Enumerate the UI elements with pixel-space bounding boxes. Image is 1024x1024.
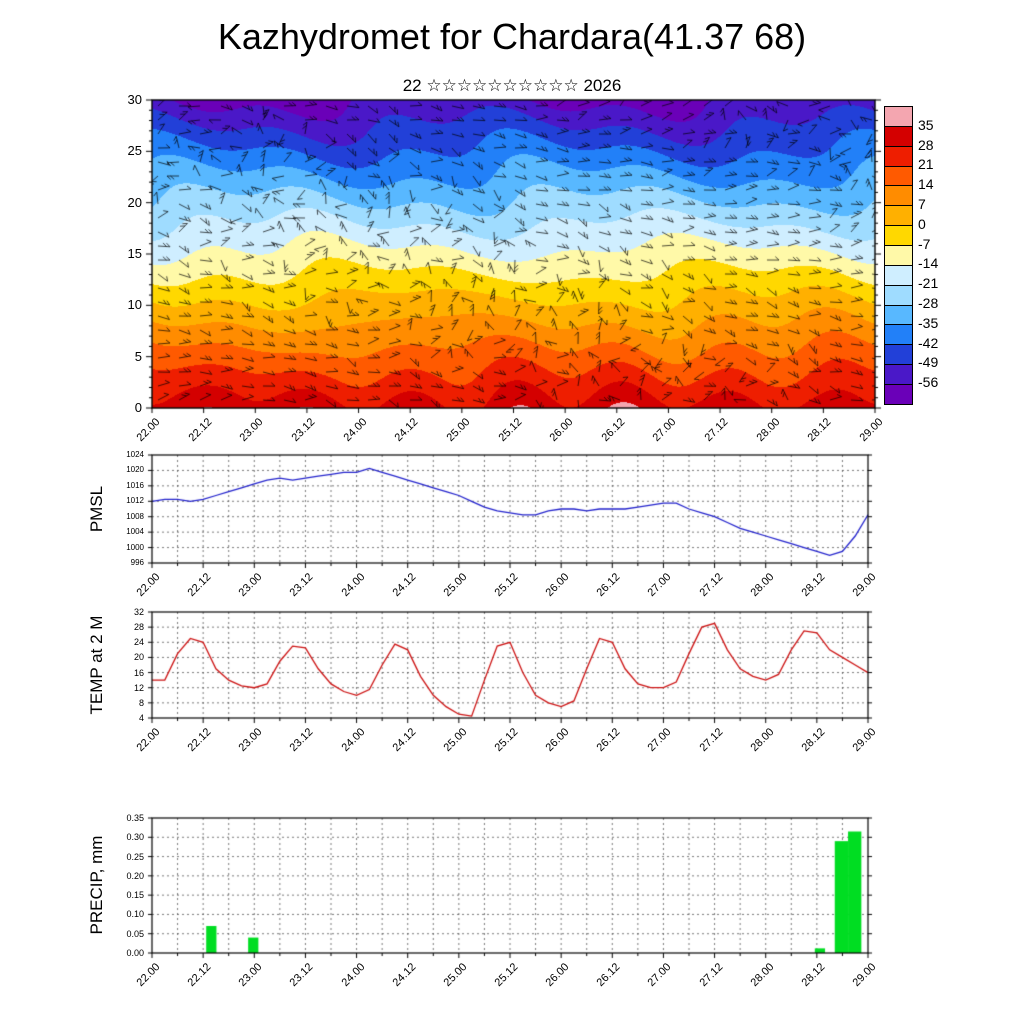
colorbar-segment bbox=[885, 205, 912, 226]
colorbar-segment bbox=[885, 107, 912, 126]
x-tick-label: 27.12 bbox=[697, 961, 726, 989]
x-tick-label: 23.12 bbox=[287, 961, 316, 989]
y-tick-label: 32 bbox=[133, 607, 144, 617]
cross-section-plot bbox=[144, 92, 883, 416]
colorbar-segment bbox=[885, 344, 912, 365]
y-tick-label: 20 bbox=[133, 652, 144, 663]
colorbar-tick-label: -35 bbox=[918, 314, 939, 331]
colorbar-tick-label: 7 bbox=[918, 196, 926, 212]
colorbar-tick-label: -14 bbox=[918, 255, 939, 272]
colorbar-segment bbox=[885, 225, 912, 246]
colorbar-segment bbox=[885, 264, 912, 285]
colorbar-tick-label: -49 bbox=[918, 354, 939, 371]
date-line: 22 ☆☆☆☆☆☆☆☆☆☆ 2026 bbox=[402, 76, 622, 95]
height-tick-label: 5 bbox=[134, 348, 142, 364]
y-tick-label: 0.00 bbox=[126, 948, 144, 958]
x-tick-label: 28.00 bbox=[748, 961, 777, 989]
precip-axis-title: PRECIP, mm bbox=[87, 835, 106, 935]
x-tick-label: 24.00 bbox=[339, 961, 368, 989]
colorbar-segment bbox=[885, 364, 912, 385]
y-tick-label: 1000 bbox=[126, 542, 144, 552]
x-tick-label: 27.12 bbox=[697, 726, 726, 754]
y-tick-label: 1016 bbox=[126, 480, 144, 490]
y-tick-label: 16 bbox=[133, 667, 144, 678]
x-tick-label: 23.12 bbox=[287, 726, 316, 754]
x-tick-label: 26.12 bbox=[594, 726, 623, 754]
y-tick-label: 0.20 bbox=[126, 870, 144, 881]
colorbar-tick-label: -28 bbox=[918, 295, 939, 311]
x-tick-label: 25.12 bbox=[492, 726, 521, 754]
height-tick-label: 25 bbox=[127, 143, 142, 159]
y-tick-label: 12 bbox=[133, 682, 144, 693]
y-tick-label: 1024 bbox=[126, 450, 144, 459]
colorbar-tick-label: 14 bbox=[918, 176, 934, 193]
colorbar-segment bbox=[885, 125, 912, 146]
height-tick-label: 10 bbox=[127, 297, 142, 313]
x-tick-label: 28.12 bbox=[799, 726, 828, 754]
x-tick-label: 29.00 bbox=[850, 726, 879, 754]
x-tick-label: 27.00 bbox=[645, 726, 674, 754]
colorbar-segment bbox=[885, 165, 912, 186]
colorbar-tick-label: 0 bbox=[918, 215, 926, 232]
x-tick-label: 22.00 bbox=[134, 726, 163, 754]
x-tick-label: 28.00 bbox=[748, 726, 777, 754]
colorbar-segment bbox=[885, 324, 912, 345]
x-tick-label: 25.12 bbox=[492, 961, 521, 989]
x-tick-label: 23.00 bbox=[236, 726, 265, 754]
x-tick-label: 24.12 bbox=[390, 726, 419, 754]
colorbar-segment bbox=[885, 145, 912, 166]
y-tick-label: 0.15 bbox=[126, 890, 144, 901]
precip-plot bbox=[144, 810, 876, 961]
x-tick-label: 27.00 bbox=[645, 961, 674, 989]
colorbar-tick-label: -56 bbox=[918, 374, 939, 391]
x-tick-label: 28.12 bbox=[799, 961, 828, 989]
y-tick-label: 0.25 bbox=[126, 851, 144, 862]
x-tick-label: 26.12 bbox=[594, 961, 623, 989]
colorbar-segment bbox=[885, 304, 912, 325]
x-tick-label: 26.00 bbox=[543, 961, 572, 989]
colorbar-tick-label: -42 bbox=[918, 334, 939, 351]
colorbar-segment bbox=[885, 284, 912, 305]
y-tick-label: 996 bbox=[130, 558, 144, 567]
colorbar-tick-label: -21 bbox=[918, 275, 939, 292]
y-tick-label: 1008 bbox=[126, 511, 144, 521]
y-tick-label: 1004 bbox=[126, 527, 144, 537]
y-tick-label: 1020 bbox=[126, 465, 144, 475]
x-tick-label: 22.00 bbox=[134, 961, 163, 989]
colorbar-tick-label: 28 bbox=[918, 136, 934, 153]
colorbar-segment bbox=[885, 185, 912, 206]
y-tick-label: 0.05 bbox=[126, 928, 144, 939]
y-tick-label: 1012 bbox=[126, 496, 144, 506]
colorbar-tick-label: -7 bbox=[918, 235, 931, 252]
x-tick-label: 26.00 bbox=[543, 726, 572, 754]
y-tick-label: 24 bbox=[133, 637, 144, 648]
x-tick-label: 23.00 bbox=[236, 961, 265, 989]
height-tick-label: 20 bbox=[127, 194, 142, 210]
x-tick-label: 25.00 bbox=[441, 726, 470, 754]
x-tick-label: 22.12 bbox=[185, 961, 214, 989]
x-tick-label: 29.00 bbox=[850, 961, 879, 989]
x-tick-label: 25.00 bbox=[441, 961, 470, 989]
x-tick-label: 24.00 bbox=[339, 726, 368, 754]
y-tick-label: 0.10 bbox=[126, 909, 144, 920]
colorbar-tick-label: 21 bbox=[918, 156, 934, 173]
page-title: Kazhydromet for Chardara(41.37 68) bbox=[217, 16, 807, 57]
colorbar-segment bbox=[885, 384, 912, 404]
y-tick-label: 8 bbox=[138, 697, 144, 708]
pmsl-plot bbox=[144, 447, 876, 571]
temp-plot bbox=[144, 604, 876, 726]
y-tick-label: 0.30 bbox=[126, 832, 144, 843]
y-tick-label: 28 bbox=[133, 622, 144, 633]
colorbar-segment bbox=[885, 245, 912, 265]
colorbar bbox=[884, 106, 913, 405]
y-tick-label: 0.35 bbox=[126, 813, 144, 823]
x-tick-label: 22.12 bbox=[185, 726, 214, 754]
colorbar-tick-label: 35 bbox=[918, 116, 934, 133]
y-tick-label: 4 bbox=[138, 713, 144, 723]
height-tick-label: 0 bbox=[134, 400, 142, 415]
x-tick-label: 24.12 bbox=[390, 961, 419, 989]
height-tick-label: 30 bbox=[127, 92, 142, 107]
height-tick-label: 15 bbox=[127, 246, 142, 261]
